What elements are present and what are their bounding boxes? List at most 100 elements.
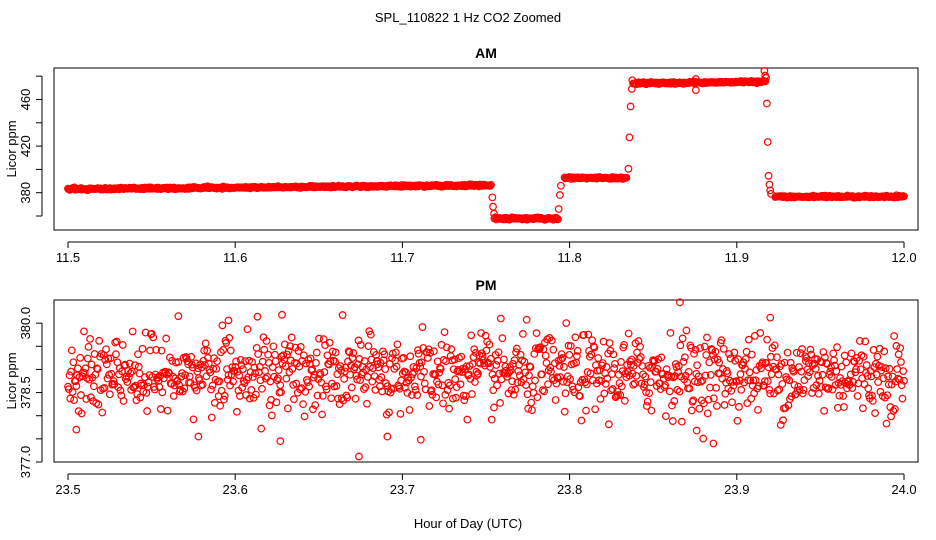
pm-data-point bbox=[862, 361, 871, 369]
pm-data-point bbox=[661, 381, 670, 390]
pm-data-point bbox=[510, 356, 519, 365]
pm-data-point bbox=[317, 378, 326, 387]
pm-data-point bbox=[603, 374, 612, 383]
pm-data-point bbox=[591, 405, 600, 414]
pm-data-point bbox=[635, 355, 644, 363]
am-data-points bbox=[64, 67, 908, 224]
pm-data-point bbox=[853, 392, 862, 400]
pm-data-point bbox=[70, 396, 78, 404]
pm-data-point bbox=[230, 367, 239, 376]
pm-data-point bbox=[144, 378, 153, 387]
pm-data-point bbox=[290, 395, 298, 404]
pm-y-tick-label: 377.0 bbox=[18, 446, 33, 479]
pm-data-point bbox=[125, 359, 134, 368]
pm-data-point bbox=[669, 373, 678, 382]
am-data-point bbox=[766, 186, 775, 195]
pm-data-point bbox=[271, 357, 280, 366]
pm-data-point bbox=[496, 399, 504, 407]
pm-data-point bbox=[760, 381, 768, 390]
pm-data-point bbox=[900, 376, 908, 385]
pm-data-point bbox=[207, 385, 215, 394]
pm-data-point bbox=[847, 349, 856, 358]
pm-data-point bbox=[839, 392, 848, 400]
pm-data-point bbox=[256, 376, 265, 385]
am-data-point bbox=[628, 76, 637, 85]
pm-data-point bbox=[83, 354, 92, 363]
pm-data-point bbox=[798, 389, 807, 398]
pm-data-point bbox=[200, 346, 209, 355]
pm-data-point bbox=[276, 381, 285, 389]
pm-data-point bbox=[220, 391, 229, 400]
pm-data-point bbox=[301, 387, 310, 396]
pm-data-point bbox=[616, 391, 625, 399]
pm-data-point bbox=[277, 388, 285, 397]
pm-data-point bbox=[668, 417, 677, 425]
pm-data-point bbox=[566, 342, 575, 350]
pm-data-point bbox=[128, 327, 137, 336]
pm-data-point bbox=[574, 383, 583, 392]
pm-data-point bbox=[700, 342, 709, 351]
pm-data-point bbox=[417, 358, 426, 367]
pm-plot-frame bbox=[53, 299, 919, 463]
pm-data-point bbox=[525, 362, 534, 371]
pm-data-point bbox=[649, 357, 658, 366]
pm-data-point bbox=[126, 369, 135, 378]
pm-data-point bbox=[212, 364, 221, 373]
pm-data-point bbox=[833, 343, 841, 352]
pm-data-point bbox=[445, 404, 454, 413]
pm-data-point bbox=[367, 355, 376, 364]
am-data-point bbox=[763, 99, 771, 108]
pm-data-point bbox=[149, 333, 158, 342]
pm-data-point bbox=[792, 348, 801, 357]
pm-data-point bbox=[427, 386, 436, 395]
pm-data-point bbox=[602, 363, 611, 371]
pm-data-point bbox=[824, 384, 833, 393]
pm-data-point bbox=[743, 399, 752, 408]
pm-data-point bbox=[869, 346, 878, 354]
pm-data-point bbox=[464, 370, 473, 379]
pm-x-tick-label: 24.0 bbox=[891, 482, 916, 497]
pm-data-point bbox=[436, 364, 445, 373]
pm-data-point bbox=[474, 369, 482, 378]
pm-data-point bbox=[447, 345, 456, 354]
pm-data-point bbox=[181, 371, 190, 380]
pm-data-point bbox=[485, 340, 494, 349]
pm-x-tick-label: 23.8 bbox=[557, 482, 582, 497]
pm-data-point bbox=[522, 315, 531, 324]
pm-data-point bbox=[278, 310, 286, 319]
pm-data-point bbox=[68, 388, 77, 396]
pm-data-point bbox=[435, 368, 444, 377]
pm-data-point bbox=[318, 410, 326, 419]
pm-data-point bbox=[628, 369, 637, 378]
pm-data-point bbox=[719, 344, 728, 353]
pm-data-point bbox=[560, 407, 569, 416]
pm-data-point bbox=[347, 383, 356, 392]
pm-data-point bbox=[351, 394, 360, 403]
pm-data-point bbox=[121, 360, 129, 369]
pm-data-point bbox=[799, 386, 808, 394]
pm-data-point bbox=[396, 409, 405, 418]
pm-data-point bbox=[855, 337, 864, 345]
pm-data-point bbox=[830, 356, 838, 365]
pm-data-point bbox=[842, 358, 851, 367]
pm-data-point bbox=[264, 358, 273, 367]
pm-data-point bbox=[105, 390, 114, 399]
pm-data-point bbox=[134, 362, 143, 371]
pm-data-point bbox=[332, 382, 341, 390]
pm-data-point bbox=[766, 389, 775, 398]
pm-data-point bbox=[450, 355, 459, 364]
pm-data-point bbox=[281, 362, 290, 370]
pm-data-point bbox=[215, 377, 224, 386]
pm-data-point bbox=[365, 327, 374, 336]
pm-data-point bbox=[890, 332, 899, 340]
am-data-point bbox=[557, 181, 565, 190]
pm-data-point bbox=[316, 370, 325, 379]
pm-data-point bbox=[868, 396, 877, 405]
pm-data-points bbox=[64, 298, 908, 461]
pm-data-point bbox=[318, 391, 327, 400]
pm-x-tick-label: 23.9 bbox=[724, 482, 749, 497]
pm-data-point bbox=[493, 356, 502, 365]
am-data-point bbox=[625, 133, 634, 142]
pm-data-point bbox=[325, 338, 334, 347]
pm-data-point bbox=[136, 393, 145, 402]
